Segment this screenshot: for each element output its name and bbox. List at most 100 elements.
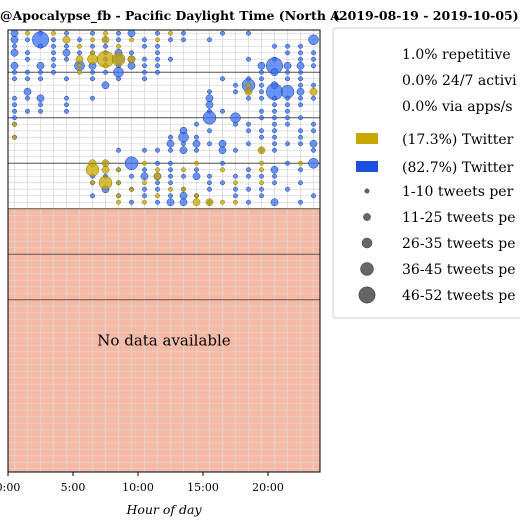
point-twitter-gold	[205, 198, 214, 207]
week-separators	[8, 71, 320, 301]
point-twitter-blue	[220, 180, 225, 186]
point-twitter-blue	[311, 82, 316, 88]
point-twitter-blue	[142, 147, 147, 153]
point-twitter-blue	[168, 160, 173, 166]
point-twitter-gold	[101, 165, 110, 174]
point-twitter-blue	[285, 43, 290, 49]
point-twitter-blue	[155, 50, 160, 56]
point-twitter-gold	[298, 160, 303, 166]
point-twitter-blue	[272, 43, 277, 49]
point-twitter-blue	[90, 193, 95, 199]
x-tick-label: 20:00	[252, 481, 284, 494]
point-twitter-blue	[179, 198, 188, 207]
point-twitter-blue	[298, 115, 303, 121]
point-twitter-blue	[25, 69, 30, 75]
point-twitter-blue	[10, 48, 19, 57]
point-twitter-blue	[298, 43, 303, 49]
point-twitter-blue	[90, 30, 95, 36]
point-twitter-gold	[77, 43, 82, 49]
point-twitter-blue	[142, 186, 147, 192]
point-twitter-blue	[64, 108, 69, 114]
point-twitter-blue	[25, 108, 30, 114]
point-twitter-blue	[311, 56, 316, 62]
point-twitter-blue	[233, 193, 238, 199]
point-twitter-blue	[298, 128, 303, 134]
point-twitter-blue	[179, 191, 188, 200]
point-twitter-gold	[77, 69, 82, 75]
point-twitter-blue	[142, 167, 147, 173]
point-twitter-blue	[283, 61, 292, 70]
point-twitter-blue	[155, 63, 160, 69]
point-twitter-blue	[127, 61, 136, 70]
point-twitter-blue	[259, 82, 264, 88]
point-twitter-gold	[87, 54, 98, 65]
point-twitter-blue	[103, 43, 108, 49]
plot-area: No data available	[7, 29, 321, 473]
point-twitter-gold	[155, 167, 160, 173]
point-twitter-gold	[77, 63, 82, 69]
point-twitter-blue	[168, 147, 173, 153]
point-twitter-blue	[155, 160, 160, 166]
point-twitter-gold	[101, 35, 110, 44]
point-twitter-blue	[181, 30, 186, 36]
point-twitter-blue	[64, 56, 69, 62]
point-twitter-blue	[272, 115, 277, 121]
point-twitter-blue	[220, 108, 225, 114]
point-twitter-blue	[142, 63, 147, 69]
point-twitter-blue	[155, 147, 160, 153]
point-twitter-blue	[207, 37, 212, 43]
point-twitter-blue	[272, 147, 277, 153]
point-twitter-blue	[259, 128, 264, 134]
point-twitter-gold	[257, 146, 266, 155]
point-twitter-gold	[51, 30, 56, 36]
point-twitter-blue	[168, 37, 173, 43]
point-twitter-blue	[12, 108, 17, 114]
point-twitter-blue	[202, 111, 217, 125]
point-twitter-blue	[311, 50, 316, 56]
point-twitter-blue	[166, 139, 175, 148]
point-twitter-blue	[64, 76, 69, 82]
point-twitter-blue	[207, 186, 212, 192]
point-twitter-gold	[25, 30, 30, 36]
point-twitter-blue	[194, 147, 199, 153]
point-twitter-gold	[220, 167, 225, 173]
point-twitter-blue	[259, 95, 264, 101]
point-twitter-blue	[246, 173, 251, 179]
point-twitter-blue	[38, 69, 43, 75]
point-twitter-blue	[207, 173, 212, 179]
point-twitter-gold	[142, 160, 147, 166]
point-twitter-blue	[230, 112, 241, 123]
point-twitter-blue	[101, 81, 110, 90]
point-twitter-blue	[309, 139, 318, 148]
point-twitter-blue	[272, 102, 277, 108]
point-twitter-blue	[298, 95, 303, 101]
point-twitter-blue	[38, 108, 43, 114]
point-twitter-blue	[311, 193, 316, 199]
point-twitter-gold	[309, 87, 318, 96]
point-twitter-blue	[12, 102, 17, 108]
point-twitter-gold	[259, 180, 264, 186]
point-twitter-blue	[272, 108, 277, 114]
point-twitter-blue	[233, 89, 238, 95]
point-twitter-blue	[272, 173, 277, 179]
legend-size-marker	[358, 286, 376, 304]
plot-frame	[7, 29, 321, 473]
point-twitter-gold	[142, 199, 147, 205]
point-twitter-gold	[246, 82, 251, 88]
point-twitter-blue	[259, 69, 264, 75]
point-twitter-blue	[285, 160, 290, 166]
point-twitter-blue	[142, 56, 147, 62]
point-twitter-gold	[233, 180, 238, 186]
point-twitter-blue	[51, 69, 56, 75]
chart-date-range: (2019-08-19 - 2019-10-05)	[333, 8, 519, 23]
point-twitter-gold	[116, 193, 121, 199]
point-twitter-gold	[192, 198, 201, 207]
point-twitter-blue	[140, 172, 149, 181]
point-twitter-blue	[64, 43, 69, 49]
point-twitter-gold	[194, 160, 199, 166]
point-twitter-blue	[298, 50, 303, 56]
point-twitter-gold	[181, 167, 186, 173]
point-twitter-blue	[233, 186, 238, 192]
legend-size-label: 26-35 tweets pe	[402, 236, 516, 252]
point-twitter-gold	[90, 37, 95, 43]
